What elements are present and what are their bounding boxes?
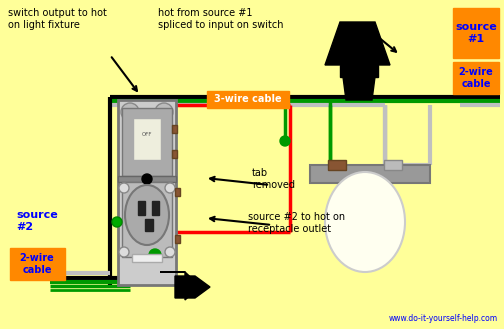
Ellipse shape — [112, 217, 122, 227]
Bar — [172, 150, 177, 158]
Bar — [10, 248, 65, 280]
Ellipse shape — [149, 249, 161, 261]
Text: source
#2: source #2 — [16, 210, 58, 232]
Ellipse shape — [121, 103, 139, 121]
Ellipse shape — [119, 247, 129, 257]
Bar — [118, 100, 176, 285]
Text: 2-wire
cable: 2-wire cable — [459, 67, 493, 89]
Bar — [132, 254, 162, 262]
Bar — [145, 219, 153, 231]
Polygon shape — [325, 22, 390, 65]
Bar — [207, 91, 289, 108]
Bar — [133, 118, 161, 160]
Text: 3-wire cable: 3-wire cable — [214, 94, 282, 105]
Ellipse shape — [280, 136, 290, 146]
Ellipse shape — [155, 103, 173, 121]
Bar — [384, 160, 402, 170]
Bar — [122, 182, 172, 257]
Polygon shape — [160, 272, 200, 300]
Text: switch output to hot
on light fixture: switch output to hot on light fixture — [8, 8, 107, 30]
Bar — [328, 160, 346, 170]
Bar — [453, 8, 499, 58]
Bar — [118, 176, 176, 182]
Text: source #2 to hot on
receptacle outlet: source #2 to hot on receptacle outlet — [248, 212, 345, 234]
Ellipse shape — [165, 247, 175, 257]
Bar — [152, 201, 159, 215]
Bar — [122, 108, 172, 176]
Text: source
#1: source #1 — [455, 22, 497, 44]
Bar — [453, 62, 499, 94]
Bar — [138, 201, 145, 215]
Bar — [340, 65, 378, 77]
Polygon shape — [343, 77, 375, 100]
Text: 2-wire
cable: 2-wire cable — [20, 253, 54, 275]
Ellipse shape — [142, 174, 152, 184]
Bar — [175, 188, 180, 196]
Text: hot from source #1
spliced to input on switch: hot from source #1 spliced to input on s… — [158, 8, 283, 30]
Ellipse shape — [119, 183, 129, 193]
Ellipse shape — [165, 183, 175, 193]
Text: www.do-it-yourself-help.com: www.do-it-yourself-help.com — [389, 314, 498, 323]
Bar — [310, 165, 430, 183]
Ellipse shape — [325, 172, 405, 272]
Bar — [175, 235, 180, 243]
Polygon shape — [175, 276, 210, 298]
Bar — [172, 125, 177, 133]
Text: OFF: OFF — [142, 133, 152, 138]
Text: tab
removed: tab removed — [252, 168, 295, 190]
Ellipse shape — [125, 185, 169, 245]
